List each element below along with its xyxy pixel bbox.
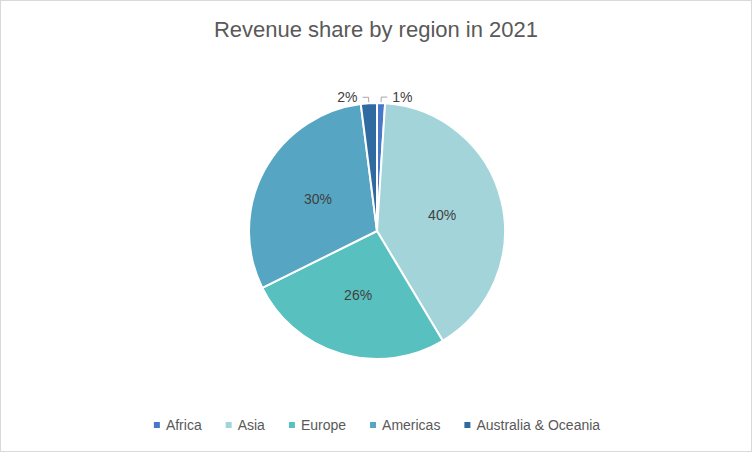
svg-text:30%: 30% xyxy=(304,191,332,207)
svg-text:40%: 40% xyxy=(428,207,456,223)
svg-text:Australia & Oceania: Australia & Oceania xyxy=(476,417,600,433)
svg-text:Asia: Asia xyxy=(238,417,265,433)
svg-text:2%: 2% xyxy=(337,89,357,105)
svg-text:Revenue share by region in 202: Revenue share by region in 2021 xyxy=(214,17,538,42)
svg-text:Americas: Americas xyxy=(382,417,440,433)
svg-text:Europe: Europe xyxy=(301,417,346,433)
svg-text:1%: 1% xyxy=(392,89,412,105)
svg-text:Africa: Africa xyxy=(166,417,202,433)
svg-text:26%: 26% xyxy=(344,287,372,303)
